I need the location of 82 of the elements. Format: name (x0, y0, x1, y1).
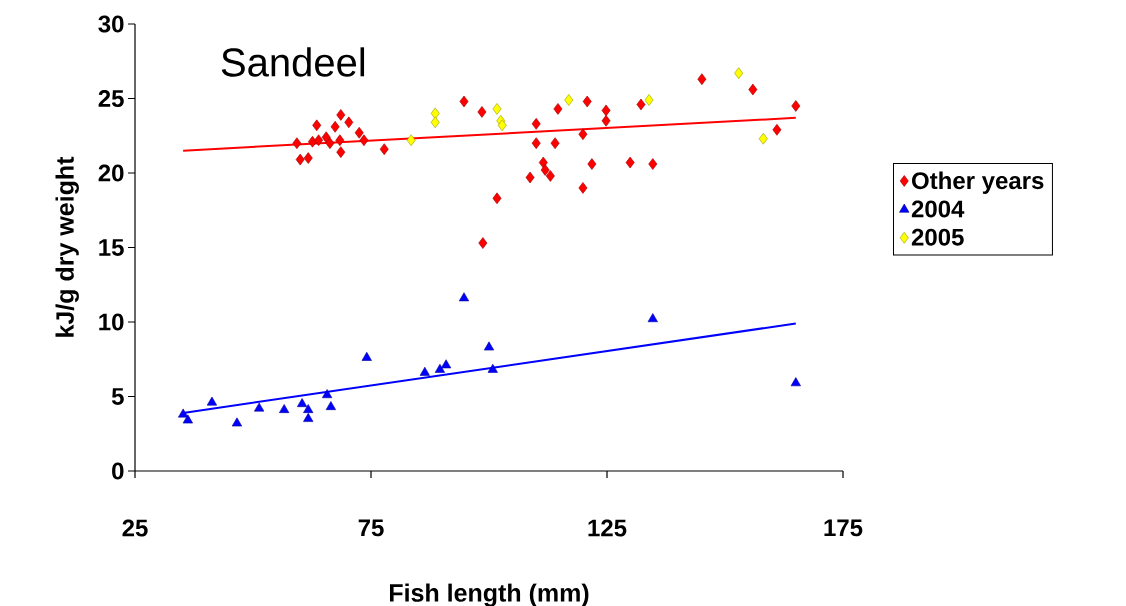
point (314, 134, 324, 147)
point (601, 104, 611, 117)
point (336, 109, 346, 121)
point (231, 417, 243, 427)
point (748, 83, 758, 96)
point (344, 116, 354, 129)
point (578, 182, 588, 194)
x-tick-label: 75 (358, 519, 384, 537)
point (734, 67, 744, 79)
point (254, 402, 265, 412)
point (531, 137, 541, 149)
point (525, 171, 535, 184)
point (292, 137, 302, 149)
point (419, 366, 430, 376)
point (578, 128, 588, 141)
point (625, 156, 635, 169)
point (564, 94, 574, 106)
point (440, 359, 452, 369)
point (648, 158, 658, 170)
point (206, 396, 217, 406)
y-tick-label: 10 (99, 313, 124, 331)
point (458, 292, 470, 302)
point (647, 313, 658, 323)
point (430, 116, 440, 129)
point (636, 98, 646, 111)
point (303, 413, 314, 422)
y-tick-label: 20 (98, 164, 124, 182)
point (335, 134, 345, 147)
point (772, 123, 782, 136)
point (178, 408, 189, 418)
point (791, 100, 801, 112)
point (354, 126, 364, 139)
point (361, 351, 372, 361)
point (312, 119, 322, 132)
x-axis-title: Fish length (mm) (389, 583, 589, 606)
point (492, 192, 502, 205)
legend-label: Other years (912, 171, 1044, 194)
point (531, 118, 541, 130)
point (297, 398, 308, 407)
point (325, 401, 336, 410)
point (540, 164, 550, 176)
point (477, 106, 487, 118)
y-tick-label: 0 (112, 462, 124, 480)
point (582, 95, 592, 108)
y-axis-title: kJ/g dry weight (55, 156, 79, 337)
point (295, 153, 305, 166)
x-tick-label: 25 (122, 519, 148, 537)
point (492, 103, 502, 115)
point (497, 119, 507, 132)
point (487, 363, 498, 373)
legend-label: 2004 (911, 200, 965, 218)
point (434, 363, 445, 373)
point (322, 389, 333, 399)
point (303, 152, 313, 164)
point (545, 170, 555, 182)
y-tick-label: 5 (111, 388, 124, 405)
point (330, 121, 340, 133)
point (790, 377, 801, 387)
point (587, 158, 597, 170)
point (478, 237, 488, 249)
point (644, 94, 654, 106)
point (359, 134, 369, 147)
point (697, 73, 707, 85)
x-tick-label: 175 (824, 519, 863, 537)
x-tick-label: 125 (588, 519, 627, 537)
point (182, 414, 193, 424)
point (553, 103, 563, 115)
point (379, 143, 389, 155)
y-tick-label: 30 (98, 15, 124, 33)
point (601, 115, 611, 127)
y-tick-label: 25 (98, 90, 124, 107)
point (336, 146, 346, 158)
point (406, 134, 416, 147)
point (303, 404, 314, 413)
point (550, 137, 560, 149)
point (483, 341, 495, 351)
y-tick-label: 15 (99, 239, 124, 256)
point (459, 95, 469, 108)
point (758, 132, 768, 145)
legend-label: 2005 (911, 228, 964, 246)
chart-title: Sandeel (221, 47, 365, 77)
point (279, 404, 290, 413)
